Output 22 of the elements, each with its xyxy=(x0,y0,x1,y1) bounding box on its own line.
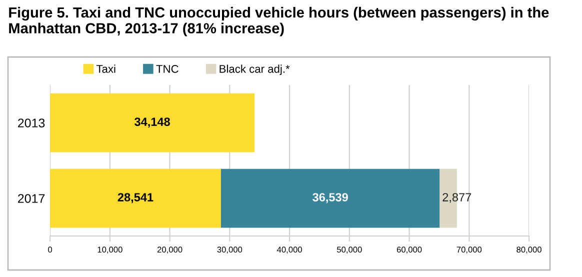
x-tick-label: 50,000 xyxy=(337,246,362,254)
legend-label: TNC xyxy=(156,64,178,73)
x-tick-label: 80,000 xyxy=(516,246,542,254)
bar xyxy=(220,168,440,228)
data-label: 36,539 xyxy=(312,193,348,204)
bar xyxy=(50,168,221,228)
legend-label: Black car adj.* xyxy=(220,64,290,76)
bar xyxy=(50,93,255,152)
legend-label: Taxi xyxy=(96,64,116,73)
data-label: 2,877 xyxy=(442,193,472,203)
chart-title: Figure 5. Taxi and TNC unoccupied vehicle hours (between passengers) in the Manhattan CBD, 2013-17 (81% increase) xyxy=(9,6,549,36)
data-label: 34,148 xyxy=(134,118,170,128)
x-tick-label: 30,000 xyxy=(217,246,242,254)
data-label: 28,541 xyxy=(118,193,154,204)
x-tick-label: 10,000 xyxy=(98,246,122,254)
x-tick-label: 60,000 xyxy=(396,246,422,254)
y-tick-label: 2017 xyxy=(18,194,45,203)
x-tick-label: 0 xyxy=(48,246,52,253)
x-tick-label: 70,000 xyxy=(456,246,482,254)
x-tick-label: 40,000 xyxy=(276,246,302,254)
x-tick-label: 20,000 xyxy=(157,246,182,254)
y-tick-label: 2013 xyxy=(18,118,45,128)
